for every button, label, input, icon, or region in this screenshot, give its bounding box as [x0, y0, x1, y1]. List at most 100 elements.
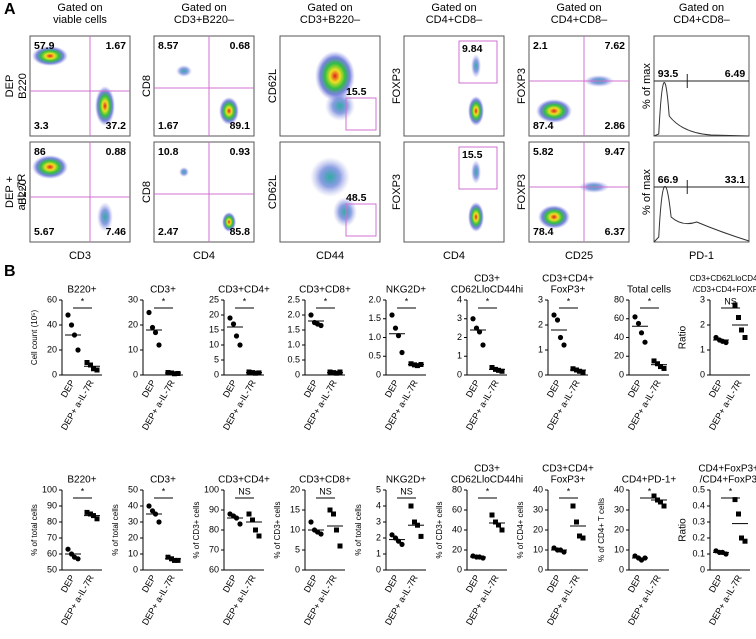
point: [496, 367, 501, 373]
point: [395, 333, 402, 339]
gate-value: 3.3: [34, 120, 49, 132]
significance: *: [81, 296, 85, 306]
gate-value: 48.5: [346, 192, 367, 204]
y-tick-label: 0: [700, 564, 705, 574]
y-tick-label: 90: [209, 504, 219, 514]
point: [68, 322, 75, 328]
y-tick-label: 20: [128, 532, 138, 542]
y-tick-label: 1: [538, 344, 543, 354]
gate-value: 8.57: [158, 40, 179, 52]
y-tick-label: 20: [533, 524, 543, 534]
column-header: Gated on: [181, 2, 226, 14]
significance: *: [648, 486, 652, 496]
y-axis-label: % of total cells: [354, 504, 363, 556]
panel-label: A: [4, 1, 16, 18]
point: [389, 312, 395, 318]
column-header: CD4+CD8–: [426, 14, 483, 26]
x-tick-label: DEP: [707, 573, 725, 594]
point: [499, 368, 505, 374]
point: [651, 358, 657, 364]
point: [408, 361, 414, 367]
point: [250, 517, 255, 523]
y-tick-label: 2.5: [287, 294, 300, 304]
point: [237, 521, 243, 527]
point: [480, 342, 486, 348]
density: [310, 157, 350, 197]
point: [94, 367, 100, 373]
y-tick-label: 0: [376, 564, 381, 574]
significance: *: [162, 296, 166, 306]
y-tick-label: 15: [290, 504, 300, 514]
significance: *: [324, 296, 328, 306]
x-axis-label: CD4: [443, 250, 465, 262]
gate-value: 9.47: [605, 146, 626, 158]
y-tick-label: 2.0: [287, 309, 300, 319]
y-axis-label: % of CD4+ T cells: [597, 498, 606, 562]
point: [156, 519, 162, 525]
point: [227, 315, 233, 321]
chart-title: CD4+PD-1+: [622, 475, 677, 486]
gate-value: 86: [34, 146, 46, 158]
chart-title: CD62LloCD44hi: [451, 285, 523, 296]
point: [156, 342, 162, 348]
point: [489, 512, 495, 518]
y-axis-label: % of CD3+ cells: [192, 501, 201, 558]
y-tick-label: 0: [133, 564, 138, 574]
y-tick-label: 10: [614, 544, 624, 554]
y-tick-label: 1: [700, 344, 705, 354]
gate-value: 57.9: [34, 40, 55, 52]
point: [661, 365, 667, 371]
y-tick-label: 0.3: [692, 516, 705, 526]
y-tick-label: 1: [376, 548, 381, 558]
density: [32, 155, 68, 179]
panel-label: B: [4, 263, 16, 280]
point: [739, 535, 744, 541]
y-tick-label: 40: [533, 484, 543, 494]
x-tick-label: DEP: [221, 573, 239, 594]
gate-value: 78.4: [533, 226, 554, 238]
gate-value: 37.2: [106, 120, 127, 132]
density: [32, 46, 68, 66]
chart-title: /CD4+FoxP3-: [700, 475, 756, 486]
y-tick-label: 2: [538, 319, 543, 329]
significance: *: [648, 296, 652, 306]
significance: *: [567, 486, 571, 496]
y-tick-label: 2: [700, 319, 705, 329]
point: [658, 499, 663, 505]
point: [88, 362, 93, 368]
x-tick-label: DEP: [383, 378, 401, 399]
y-axis-label: B220: [17, 73, 29, 99]
chart-title: CD3+CD4+: [542, 274, 594, 285]
chart-title: FoxP3+: [551, 475, 586, 486]
point: [493, 519, 498, 525]
gate-value: 0.93: [230, 146, 251, 158]
y-axis-label: % of total cells: [111, 504, 120, 556]
point: [308, 312, 314, 318]
x-tick-label: DEP: [59, 378, 77, 399]
y-tick-label: 0: [295, 369, 300, 379]
chart-title: CD3+: [150, 475, 176, 486]
x-axis-label: CD3: [69, 250, 91, 262]
y-tick-label: 0.5: [692, 484, 705, 494]
point: [88, 511, 93, 517]
point: [230, 321, 237, 327]
density: [97, 202, 113, 232]
point: [651, 493, 657, 499]
y-tick-label: 1.0: [368, 332, 381, 342]
column-header: Gated on: [57, 2, 102, 14]
point: [65, 546, 71, 552]
plot-frame: [653, 35, 750, 137]
y-tick-label: 20: [128, 319, 138, 329]
y-tick-label: 40: [452, 524, 462, 534]
y-tick-label: 1: [457, 351, 462, 361]
x-tick-label: DEP: [140, 378, 158, 399]
x-tick-label: DEP: [464, 378, 482, 399]
chart-title: NKG2D+: [386, 285, 426, 296]
y-tick-label: 5: [295, 544, 300, 554]
y-tick-label: 60: [614, 313, 624, 323]
x-tick-label: DEP: [221, 378, 239, 399]
y-tick-label: 90: [47, 500, 57, 510]
point: [253, 370, 258, 376]
point: [570, 503, 576, 509]
y-tick-label: 60: [209, 564, 219, 574]
